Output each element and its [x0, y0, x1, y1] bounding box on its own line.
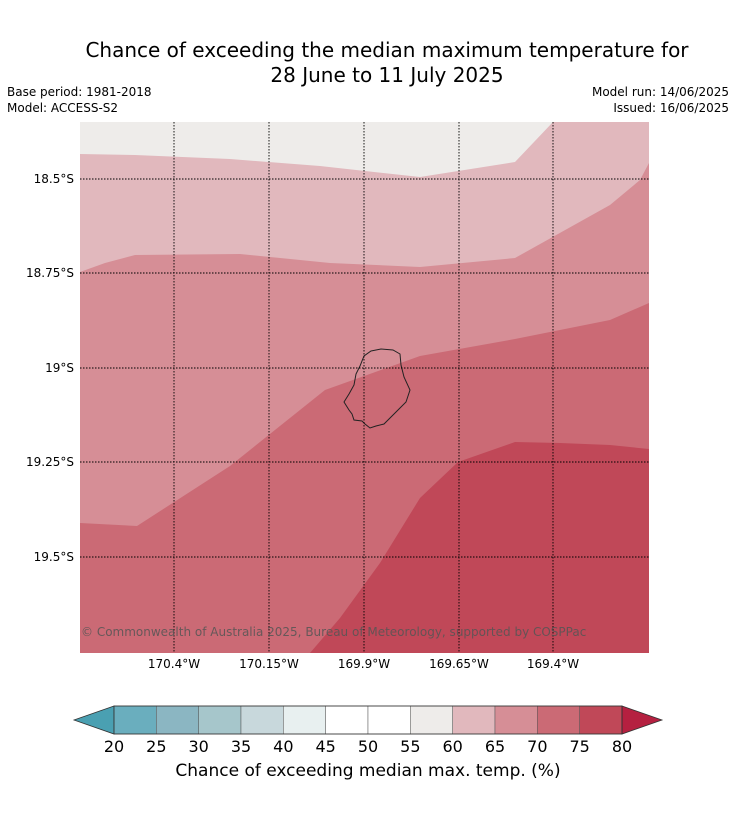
- lat-label-19-5: 19.5°S: [33, 550, 74, 564]
- colorbar-cell-30-35: [198, 705, 242, 735]
- colorbar-frame: [113, 705, 623, 735]
- colorbar-tick-55: 55: [400, 737, 421, 756]
- colorbar-tick-65: 65: [484, 737, 506, 756]
- title-line-1: Chance of exceeding the median maximum t…: [85, 38, 689, 62]
- colorbar-cell-70-75: [537, 705, 580, 735]
- colorbar-cell-50-55: [367, 705, 411, 735]
- chart-title: Chance of exceeding the median maximum t…: [0, 38, 736, 88]
- colorbar-over-arrow: [621, 705, 664, 735]
- colorbar-cell-35-40: [240, 705, 284, 735]
- colorbar-tick-50: 50: [357, 737, 379, 756]
- model-run: Model run: 14/06/2025: [591, 85, 729, 99]
- colorbar-tick-40: 40: [273, 737, 294, 756]
- colorbar: [72, 705, 664, 735]
- title-line-2: 28 June to 11 July 2025: [270, 63, 504, 87]
- lat-label-19: 19°S: [45, 361, 74, 375]
- meta-right: Model run: 14/06/2025 Issued: 16/06/2025: [592, 84, 729, 116]
- colorbar-cell-75-80: [579, 705, 623, 735]
- colorbar-tick-30: 30: [188, 737, 209, 756]
- lon-label-169-65: 169.65°W: [429, 657, 489, 671]
- niue-island-outline: [343, 348, 411, 429]
- colorbar-tick-70: 70: [527, 737, 548, 756]
- lon-label-170-15: 170.15°W: [239, 657, 299, 671]
- base-period: Base period: 1981-2018: [7, 85, 152, 99]
- colorbar-tick-80: 80: [611, 737, 633, 756]
- lon-label-169-4: 169.4°W: [526, 657, 580, 671]
- lat-label-18-5: 18.5°S: [33, 172, 74, 186]
- colorbar-tick-45: 45: [315, 737, 336, 756]
- colorbar-cell-65-70: [494, 705, 538, 735]
- colorbar-label: Chance of exceeding median max. temp. (%…: [175, 761, 561, 781]
- zone-75-80: [310, 442, 649, 653]
- colorbar-cell-40-45: [283, 705, 326, 735]
- colorbar-cell-55-60: [410, 705, 453, 735]
- grid-lines: [80, 122, 649, 653]
- colorbar-tick-25: 25: [146, 737, 167, 756]
- lon-label-169-9: 169.9°W: [337, 657, 391, 671]
- colorbar-under-arrow: [72, 705, 115, 735]
- colorbar-tick-75: 75: [569, 737, 590, 756]
- colorbar-tick-20: 20: [103, 737, 125, 756]
- copyright-notice: © Commonwealth of Australia 2025, Bureau…: [81, 625, 587, 639]
- issued-date: Issued: 16/06/2025: [613, 101, 729, 115]
- colorbar-cell-20-25: [113, 705, 157, 735]
- colorbar-cell-45-50: [325, 705, 369, 735]
- colorbar-cell-60-65: [452, 705, 496, 735]
- lon-label-170-4: 170.4°W: [147, 657, 201, 671]
- colorbar-cell-25-30: [156, 705, 199, 735]
- lat-label-19-25: 19.25°S: [26, 455, 74, 469]
- lat-label-18-75: 18.75°S: [26, 266, 74, 280]
- colorbar-tick-35: 35: [230, 737, 252, 756]
- colorbar-tick-60: 60: [442, 737, 463, 756]
- model-name: Model: ACCESS-S2: [7, 101, 119, 115]
- meta-left: Base period: 1981-2018 Model: ACCESS-S2: [7, 84, 152, 116]
